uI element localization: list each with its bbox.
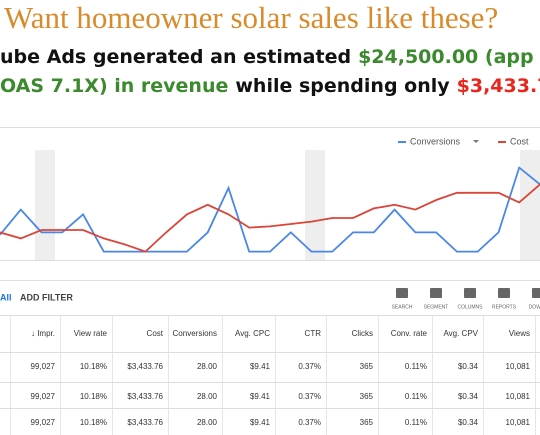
column-header: CTR xyxy=(305,329,322,338)
cell: 99,027 xyxy=(31,362,56,371)
column-header: Views xyxy=(509,329,530,338)
column-header: Conv. rate xyxy=(391,329,428,338)
tool-label: SEGMENT xyxy=(424,304,449,310)
cell: $9.41 xyxy=(250,362,271,371)
phrase: while spending only xyxy=(235,75,450,97)
tool-icon xyxy=(532,288,540,298)
column-header: Conversions xyxy=(173,329,217,338)
column-header: Cost xyxy=(147,329,164,338)
headline: Want homeowner solar sales like these? xyxy=(4,0,499,35)
cell: 10,081 xyxy=(506,418,531,427)
cell: $3,433.76 xyxy=(127,392,163,401)
legend-caret xyxy=(473,140,479,143)
phrase: ube Ads generated an estimated xyxy=(0,46,352,68)
add-filter: ADD FILTER xyxy=(20,292,73,302)
cell: 0.11% xyxy=(405,418,427,427)
tool-icon xyxy=(396,288,408,298)
cell: 365 xyxy=(360,362,374,371)
cell: 10,081 xyxy=(506,362,531,371)
cell: 28.00 xyxy=(197,392,218,401)
tool-label: COLUMNS xyxy=(457,304,483,310)
column-header: ↓ Impr. xyxy=(31,329,55,338)
filter-prefix: All xyxy=(0,292,12,302)
phrase: $3,433.76 xyxy=(456,75,540,97)
tool-label: REPORTS xyxy=(492,304,517,310)
cell: 10,081 xyxy=(506,392,531,401)
cell: 10.18% xyxy=(80,362,107,371)
tool-icon xyxy=(464,288,476,298)
weekend-band xyxy=(520,150,540,260)
subline: OAS 7.1X) in revenue while spending only $… xyxy=(0,75,540,97)
cell: 0.37% xyxy=(298,418,321,427)
cell: $0.34 xyxy=(458,362,479,371)
subline: ube Ads generated an estimated $24,500.00… xyxy=(0,46,540,68)
phrase: $24,500.00 (app xyxy=(358,46,534,68)
column-header: View rate xyxy=(74,329,108,338)
tool-icon xyxy=(430,288,442,298)
series-line xyxy=(0,166,540,253)
weekend-band xyxy=(305,150,325,260)
cell: 0.37% xyxy=(298,362,321,371)
cell: 99,027 xyxy=(31,392,56,401)
column-header: Clicks xyxy=(352,329,373,338)
cell: $9.41 xyxy=(250,392,271,401)
chart: Conversions Cost xyxy=(0,136,540,253)
cell: $0.34 xyxy=(458,418,479,427)
cell: 0.11% xyxy=(405,392,427,401)
cell: $3,433.76 xyxy=(127,362,163,371)
tool-label: SEARCH xyxy=(392,304,413,310)
cell: 0.37% xyxy=(298,392,321,401)
cell: $3,433.76 xyxy=(127,418,163,427)
cell: $9.41 xyxy=(250,418,271,427)
tool-icon xyxy=(498,288,510,298)
weekend-band xyxy=(35,150,55,260)
table: All ADD FILTER SEARCH SEGMENT COLUMNS REPORTS… xyxy=(0,288,540,435)
legend-label: Conversions xyxy=(410,136,461,146)
cell: 28.00 xyxy=(197,418,218,427)
cell: 365 xyxy=(360,392,374,401)
cell: 365 xyxy=(360,418,374,427)
phrase: OAS 7.1X) in revenue xyxy=(0,75,229,97)
cell: 10.18% xyxy=(80,392,107,401)
column-header: Avg. CPC xyxy=(235,329,270,338)
tool-label: DOWNL xyxy=(529,304,540,310)
cell: 0.11% xyxy=(405,362,427,371)
series-line xyxy=(0,183,540,253)
legend-label: Cost xyxy=(510,136,529,146)
cell: 10.18% xyxy=(80,418,107,427)
column-header: Avg. CPV xyxy=(443,329,478,338)
cell: $0.34 xyxy=(458,392,479,401)
cell: 99,027 xyxy=(31,418,56,427)
cell: 28.00 xyxy=(197,362,218,371)
